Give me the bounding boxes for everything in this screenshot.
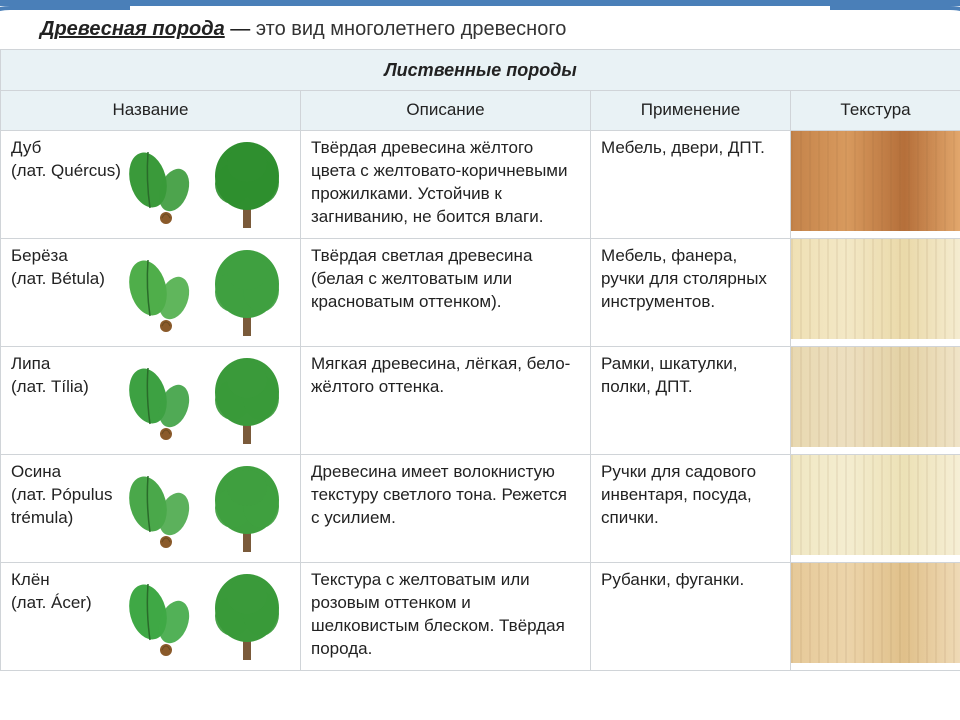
cell-use: Мебель, двери, ДПТ. — [591, 131, 791, 239]
cell-use: Мебель, фанера, ручки для столярных инст… — [591, 239, 791, 347]
plant-illustration — [121, 135, 292, 234]
cell-name: Дуб (лат. Quércus) — [1, 131, 301, 239]
definition-text: это вид многолетнего древесного — [256, 18, 566, 40]
cell-desc: Твёрдая древесина жёлтого цвета с желтов… — [301, 131, 591, 239]
col-header-name: Название — [1, 91, 301, 131]
cell-texture — [791, 455, 960, 563]
table-row: Осина (лат. Pópulus trémula) Древесина и… — [1, 455, 960, 563]
cell-texture — [791, 131, 960, 239]
cell-use: Рубанки, фуганки. — [591, 563, 791, 671]
cell-texture — [791, 563, 960, 671]
plant-illustration — [121, 567, 292, 666]
table-group-header: Лиственные породы — [1, 50, 960, 91]
species-latin: (лат. Quércus) — [11, 160, 141, 183]
table-row: Дуб (лат. Quércus) Твёрдая древесина жёл… — [1, 131, 960, 239]
col-header-use: Применение — [591, 91, 791, 131]
bracket-right-icon — [830, 4, 960, 40]
cell-use: Рамки, шкатулки, полки, ДПТ. — [591, 347, 791, 455]
species-name: Берёза — [11, 245, 141, 268]
bracket-left-icon — [0, 4, 130, 40]
cell-texture — [791, 239, 960, 347]
col-header-desc: Описание — [301, 91, 591, 131]
cell-name: Берёза (лат. Bétula) — [1, 239, 301, 347]
species-name: Липа — [11, 353, 141, 376]
species-table: Лиственные породы Название Описание Прим… — [0, 49, 960, 671]
cell-name: Липа (лат. Tília) — [1, 347, 301, 455]
definition-line: Древесная порода — это вид многолетнего … — [0, 6, 960, 49]
cell-desc: Твёрдая светлая древесина (белая с желто… — [301, 239, 591, 347]
cell-desc: Мягкая древесина, лёгкая, бело-жёлтого о… — [301, 347, 591, 455]
cell-texture — [791, 347, 960, 455]
cell-desc: Текстура с желтоватым или розовым оттенк… — [301, 563, 591, 671]
cell-desc: Древесина имеет волокнистую текстуру све… — [301, 455, 591, 563]
table-row: Липа (лат. Tília) Мягкая древесина, лёгк… — [1, 347, 960, 455]
definition-dash: — — [225, 18, 256, 40]
cell-name: Клён (лат. Ácer) — [1, 563, 301, 671]
plant-illustration — [121, 459, 292, 558]
species-name: Клён — [11, 569, 141, 592]
plant-illustration — [121, 243, 292, 342]
species-name: Дуб — [11, 137, 141, 160]
species-latin: (лат. Tília) — [11, 376, 141, 399]
species-name: Осина — [11, 461, 141, 484]
table-row: Клён (лат. Ácer) Текстура с желтоватым и… — [1, 563, 960, 671]
species-latin: (лат. Pópulus trémula) — [11, 484, 141, 530]
species-latin: (лат. Bétula) — [11, 268, 141, 291]
plant-illustration — [121, 351, 292, 450]
col-header-tex: Текстура — [791, 91, 960, 131]
cell-name: Осина (лат. Pópulus trémula) — [1, 455, 301, 563]
cell-use: Ручки для садового инвентаря, посуда, сп… — [591, 455, 791, 563]
table-row: Берёза (лат. Bétula) Твёрдая светлая дре… — [1, 239, 960, 347]
species-latin: (лат. Ácer) — [11, 592, 141, 615]
